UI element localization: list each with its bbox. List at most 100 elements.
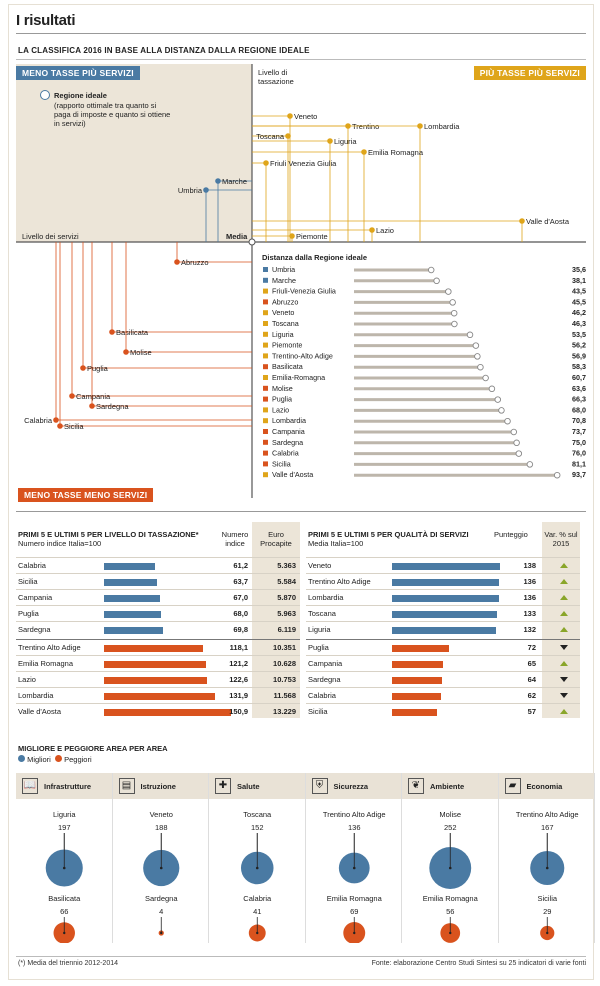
area-panel-header: ▤ Istruzione (112, 773, 208, 799)
table-row: Trentino Alto Adige 136 (306, 573, 580, 589)
row-bar (392, 611, 497, 618)
svg-text:Campania: Campania (76, 392, 111, 401)
trend-up-icon (560, 661, 568, 666)
services-col-score: Punteggio (494, 530, 528, 539)
trend-up-icon (560, 611, 568, 616)
center-marker (248, 238, 256, 246)
row-bar (104, 693, 215, 700)
tax-col-euro: Euro Procapite (260, 530, 292, 548)
area-panel-sicurezza: ⛨ Sicurezza Trentino Alto Adige 136 Emilia… (305, 773, 402, 943)
ideal-region-marker (40, 90, 50, 100)
area-section-title: MIGLIORE E PEGGIORE AREA PER AREA (18, 744, 168, 753)
legend-best-label: Migliori (27, 755, 51, 764)
svg-text:Valle d'Aosta: Valle d'Aosta (272, 470, 313, 479)
svg-text:66,3: 66,3 (572, 395, 586, 404)
row-label: Sicilia (308, 707, 328, 716)
trend-up-icon (560, 563, 568, 568)
svg-text:38,1: 38,1 (572, 276, 586, 285)
svg-text:Veneto: Veneto (272, 308, 294, 317)
svg-text:Toscana: Toscana (272, 319, 299, 328)
quadrant-point-molise: Molise (123, 242, 252, 357)
area-panel-header: ⛨ Sicurezza (305, 773, 401, 799)
row-value: 64 (527, 675, 536, 684)
quadrant-point-campania: Campania (69, 242, 252, 401)
row-label: Lombardia (18, 691, 54, 700)
tax-col-index: Numero indice (221, 530, 249, 548)
svg-text:Friuli-Venezia Giulia: Friuli-Venezia Giulia (272, 287, 336, 296)
svg-text:Basilicata: Basilicata (116, 328, 149, 337)
row-value: 63,7 (233, 577, 248, 586)
table-row: Calabria 62 (306, 687, 580, 703)
quadrant-point-emilia-romagna: Emilia Romagna (252, 148, 424, 242)
svg-text:76,0: 76,0 (572, 449, 586, 458)
row-value: 61,2 (233, 561, 248, 570)
quadrant-point-marche: Marche (215, 177, 252, 242)
mid-rule (16, 511, 586, 512)
table-row: Calabria 61,2 5.363 (16, 557, 300, 573)
area-panel-ambiente: ❦ Ambiente Molise 252 Emilia Romagna 56 (402, 773, 499, 943)
svg-text:81,1: 81,1 (572, 459, 586, 468)
svg-text:Sicilia: Sicilia (64, 422, 84, 431)
row-label: Campania (308, 659, 343, 668)
area-panel-infrastrutture: 📖 Infrastrutture Liguria 197 Basilicata 66 (16, 773, 113, 943)
row-euro: 5.584 (277, 577, 296, 586)
table-row: Emilia Romagna 121,2 10.628 (16, 655, 300, 671)
area-panel-header: 📖 Infrastrutture (16, 773, 112, 799)
distance-row: Veneto 46,2 (263, 308, 586, 317)
svg-text:53,5: 53,5 (572, 330, 586, 339)
row-value: 131,9 (229, 691, 248, 700)
svg-text:Toscana: Toscana (256, 132, 285, 141)
row-bar (104, 611, 162, 618)
row-label: Valle d'Aosta (18, 707, 61, 716)
x-axis-label: Livello dei servizi (22, 232, 79, 241)
table-row: Liguria 132 (306, 621, 580, 637)
svg-text:Calabria: Calabria (272, 449, 299, 458)
row-value: 136 (523, 593, 536, 602)
row-label: Trentino Alto Adige (18, 643, 81, 652)
row-bar (392, 627, 496, 634)
row-label: Campania (18, 593, 53, 602)
svg-text:Basilicata: Basilicata (272, 362, 303, 371)
row-label: Puglia (18, 609, 39, 618)
svg-text:152: 152 (251, 823, 264, 832)
distance-row: Piemonte 56,2 (263, 341, 586, 350)
row-value: 133 (523, 609, 536, 618)
svg-text:63,6: 63,6 (572, 384, 586, 393)
table-row: Lombardia 131,9 11.568 (16, 687, 300, 703)
svg-text:73,7: 73,7 (572, 427, 586, 436)
area-name: Sicurezza (333, 782, 369, 791)
svg-text:Molise: Molise (272, 384, 293, 393)
area-legend: Migliori Peggiori (18, 755, 92, 764)
row-euro: 10.628 (273, 659, 296, 668)
distance-row: Umbria 35,6 (263, 265, 586, 274)
table-row: Sardegna 69,8 6.119 (16, 621, 300, 637)
distance-row: Lazio 68,0 (263, 405, 586, 414)
row-value: 150,9 (229, 707, 248, 716)
row-bar (392, 693, 441, 700)
row-value: 122,6 (229, 675, 248, 684)
quadrant-point-lazio: Lazio (252, 226, 394, 242)
table-row: Lazio 122,6 10.753 (16, 671, 300, 687)
row-bar (392, 595, 499, 602)
svg-text:Sardegna: Sardegna (272, 438, 303, 447)
table-row: Sicilia 63,7 5.584 (16, 573, 300, 589)
row-value: 62 (527, 691, 536, 700)
distance-row: Trentino-Alto Adige 56,9 (263, 351, 586, 360)
distance-row: Marche 38,1 (263, 276, 586, 285)
table-row: Sardegna 64 (306, 671, 580, 687)
svg-text:43,5: 43,5 (572, 287, 586, 296)
row-label: Trentino Alto Adige (308, 577, 371, 586)
area-panel-istruzione: ▤ Istruzione Veneto 188 Sardegna 4 (112, 773, 209, 943)
distance-row: Emilia-Romagna 60,7 (263, 373, 586, 382)
trend-down-icon (560, 645, 568, 650)
center-label: Media (226, 232, 248, 241)
row-value: 72 (527, 643, 536, 652)
legend-worst-label: Peggiori (64, 755, 92, 764)
svg-text:Sardegna: Sardegna (144, 894, 177, 903)
row-label: Veneto (308, 561, 332, 570)
area-panel-header: ▰ Economia (498, 773, 594, 799)
tag-piu-tasse-piu-servizi: PIÙ TASSE PIÙ SERVIZI (473, 66, 586, 80)
svg-text:252: 252 (444, 823, 457, 832)
area-panel-salute: ✚ Salute Toscana 152 Calabria 41 (209, 773, 306, 943)
svg-text:Piemonte: Piemonte (272, 341, 302, 350)
